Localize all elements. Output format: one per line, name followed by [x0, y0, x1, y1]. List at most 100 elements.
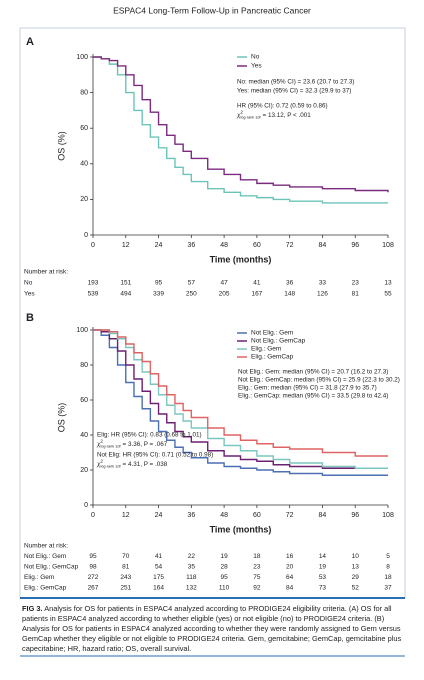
legend-label: Not Elig.: GemCap	[251, 338, 306, 345]
risk-count: 95	[89, 553, 97, 560]
risk-count: 250	[186, 291, 197, 298]
chi-result: = 4.31, P = .038	[123, 461, 168, 468]
x-tick-label: 96	[351, 242, 359, 249]
y-axis-title: OS (%)	[56, 403, 66, 433]
chi-result: = 3.36, P = .067	[123, 441, 168, 448]
median-annotation: No: median (95% CI) = 23.6 (20.7 to 27.3…	[237, 79, 354, 86]
survival-curve	[93, 56, 389, 193]
x-tick-label: 108	[382, 242, 394, 249]
risk-count: 95	[220, 574, 228, 581]
y-tick-label: 40	[80, 432, 88, 439]
chi-superscript: 2	[100, 439, 103, 444]
risk-table-title: Number at risk:	[24, 543, 68, 550]
risk-count: 28	[220, 564, 228, 571]
x-tick-label: 72	[286, 242, 294, 249]
y-tick-label: 100	[76, 54, 88, 61]
risk-count: 22	[188, 553, 196, 560]
risk-count: 81	[122, 564, 130, 571]
risk-count: 13	[384, 280, 392, 287]
legend-label: No	[251, 54, 260, 61]
x-tick-label: 24	[155, 242, 163, 249]
risk-count: 205	[219, 291, 230, 298]
chi-result: = 13.12, P < .001	[263, 112, 312, 119]
x-tick-label: 48	[220, 242, 228, 249]
x-tick-label: 48	[220, 512, 228, 519]
y-tick-label: 60	[80, 125, 88, 132]
risk-count: 132	[186, 585, 197, 592]
risk-count: 10	[352, 553, 360, 560]
risk-count: 151	[120, 280, 131, 287]
legend-label: Elig.: GemCap	[251, 354, 294, 361]
median-annotation: Elig.: Gem: median (95% CI) = 31.8 (27.9…	[238, 385, 377, 392]
x-tick-label: 84	[319, 242, 327, 249]
survival-curve	[93, 329, 388, 469]
hr-annotation: Not Elig: HR (95% CI): 0.71 (0.52 to 0.9…	[97, 452, 213, 459]
x-tick-label: 72	[286, 512, 294, 519]
chi-symbol: χ	[96, 461, 101, 468]
risk-count: 75	[253, 574, 261, 581]
risk-count: 16	[286, 553, 294, 560]
risk-count: 70	[122, 553, 130, 560]
risk-count: 98	[89, 564, 97, 571]
risk-count: 339	[153, 291, 164, 298]
risk-count: 53	[319, 574, 327, 581]
hr-annotation: Elig: HR (95% CI): 0.83 (0.68 to 1.01)	[97, 432, 202, 439]
risk-count: 539	[88, 291, 99, 298]
risk-row-label: Not Elig.: GemCap	[24, 564, 79, 571]
risk-count: 52	[352, 585, 360, 592]
running-header: ESPAC4 Long-Term Follow-Up in Pancreatic…	[113, 5, 311, 15]
risk-count: 33	[319, 280, 327, 287]
survival-curve	[93, 329, 388, 476]
risk-count: 110	[219, 585, 230, 592]
y-tick-label: 100	[76, 327, 88, 334]
risk-row-label: Elig.: Gem	[24, 574, 54, 581]
risk-count: 73	[319, 585, 327, 592]
risk-count: 37	[384, 585, 392, 592]
x-tick-label: 12	[122, 242, 130, 249]
panel-label: B	[26, 312, 34, 324]
risk-count: 92	[253, 585, 261, 592]
x-tick-label: 60	[253, 242, 261, 249]
risk-count: 8	[386, 564, 390, 571]
chi-subscript: log-rank 1df	[100, 445, 121, 449]
risk-count: 54	[155, 564, 163, 571]
risk-count: 47	[220, 280, 228, 287]
y-tick-label: 40	[80, 161, 88, 168]
risk-count: 13	[352, 564, 360, 571]
risk-count: 29	[352, 574, 360, 581]
legend-label: Elig.: Gem	[251, 346, 281, 353]
risk-count: 84	[286, 585, 294, 592]
risk-count: 164	[153, 585, 164, 592]
risk-count: 41	[155, 553, 163, 560]
y-tick-label: 80	[80, 362, 88, 369]
median-annotation: Yes: median (95% CI) = 32.3 (29.9 to 37)	[237, 88, 351, 95]
chi-superscript: 2	[100, 459, 103, 464]
chi-square-annotation: χ2 log-rank 1df = 3.36, P = .067	[96, 439, 168, 449]
risk-row-label: Not Elig.: Gem	[24, 553, 66, 560]
risk-count: 81	[352, 291, 360, 298]
caption-label: FIG 3.	[22, 604, 43, 613]
median-annotation: Not Elig.: GemCap: median (95% CI) = 25.…	[238, 377, 400, 384]
chi-superscript: 2	[240, 110, 243, 115]
chi-subscript: log-rank 1df	[100, 465, 121, 469]
y-tick-label: 80	[80, 89, 88, 96]
panel-label: A	[26, 36, 34, 48]
x-tick-label: 36	[187, 242, 195, 249]
risk-count: 126	[317, 291, 328, 298]
x-tick-label: 24	[155, 512, 163, 519]
x-tick-label: 0	[91, 242, 95, 249]
risk-count: 36	[286, 280, 294, 287]
caption-text: Analysis for OS for patients in ESPAC4 a…	[22, 604, 402, 653]
risk-count: 167	[251, 291, 262, 298]
chi-subscript: log-rank 1df	[240, 116, 261, 120]
x-axis-title: Time (months)	[210, 524, 272, 534]
risk-count: 175	[153, 574, 164, 581]
legend-label: Not Elig.: Gem	[251, 330, 293, 337]
chi-square-annotation: χ2 log-rank 1df = 4.31, P = .038	[96, 459, 168, 469]
risk-count: 18	[384, 574, 392, 581]
y-tick-label: 20	[80, 196, 88, 203]
risk-count: 95	[155, 280, 163, 287]
x-axis-title: Time (months)	[210, 254, 272, 264]
risk-count: 19	[220, 553, 228, 560]
